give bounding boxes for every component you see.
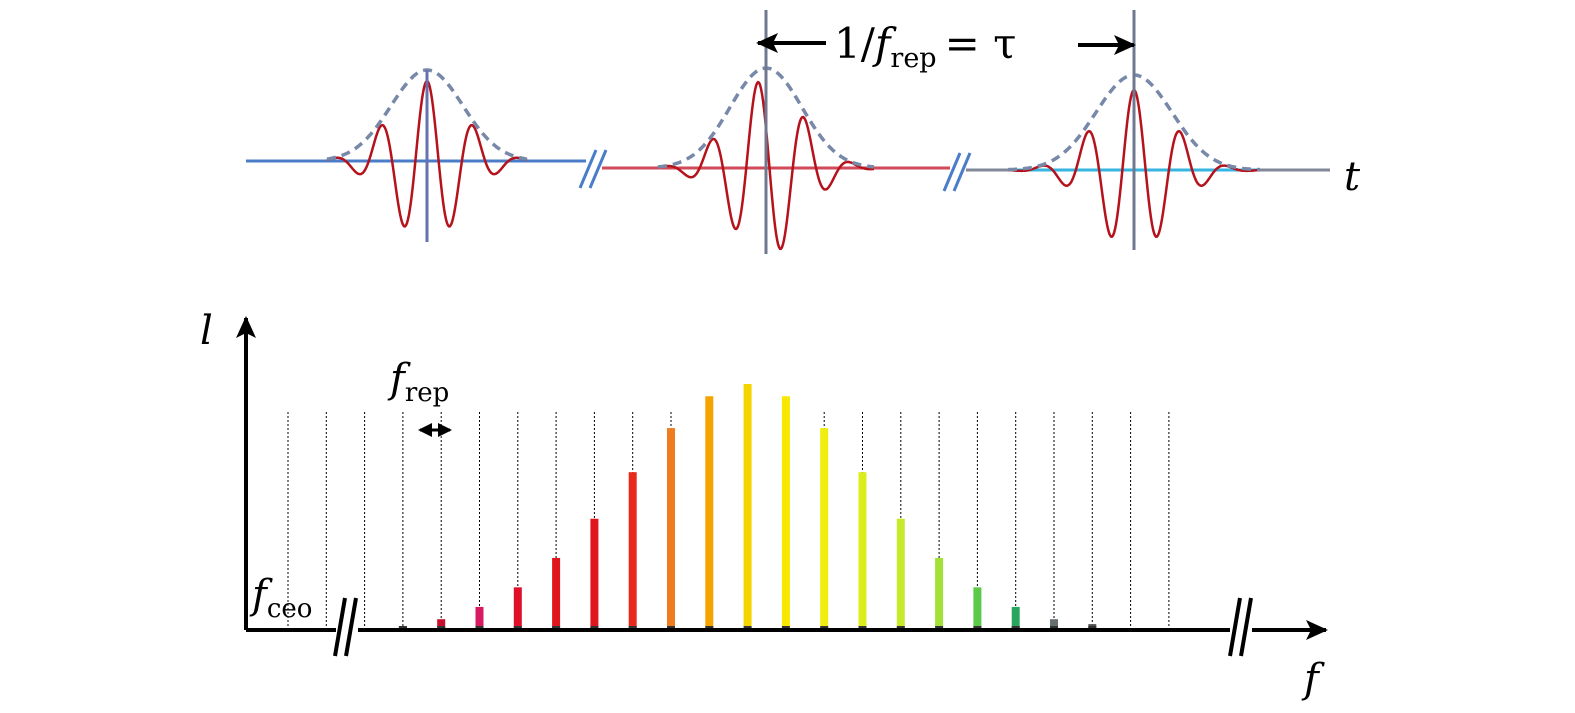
frep-arrowhead-right bbox=[438, 423, 452, 437]
comb-line-base bbox=[475, 626, 484, 629]
comb-line bbox=[437, 619, 446, 629]
comb-line bbox=[513, 587, 522, 629]
comb-line bbox=[475, 606, 484, 629]
time-domain-panel: 1/frep = τ t bbox=[246, 10, 1361, 254]
comb-line-base bbox=[973, 626, 982, 629]
comb-line bbox=[858, 472, 867, 629]
frep-label: frep bbox=[387, 356, 449, 408]
comb-lines bbox=[398, 384, 1097, 629]
comb-line-base bbox=[705, 626, 714, 629]
comb-line-base bbox=[667, 626, 675, 629]
comb-line bbox=[1011, 606, 1020, 629]
frequency-axis-break-left bbox=[333, 597, 358, 657]
time-axis-break-1 bbox=[578, 149, 608, 189]
comb-line bbox=[896, 518, 905, 629]
comb-line-base bbox=[1088, 626, 1097, 629]
intensity-axis-label: l bbox=[200, 308, 213, 354]
comb-line bbox=[667, 428, 675, 629]
comb-line bbox=[590, 518, 599, 629]
comb-line-base bbox=[935, 626, 944, 629]
comb-line bbox=[1050, 619, 1058, 629]
frequency-axis-label: f bbox=[1301, 656, 1325, 702]
frep-arrowhead-left bbox=[418, 423, 432, 437]
spectrum-panel: frep fceo l f bbox=[200, 308, 1328, 702]
comb-line bbox=[973, 587, 982, 629]
comb-line-base bbox=[781, 626, 790, 629]
comb-line-base bbox=[1011, 626, 1020, 629]
comb-line-base bbox=[743, 626, 752, 629]
comb-line-base bbox=[628, 626, 637, 629]
fceo-label: fceo bbox=[249, 572, 312, 624]
comb-line-base bbox=[896, 626, 905, 629]
time-axis-label: t bbox=[1344, 154, 1361, 200]
comb-gridlines bbox=[287, 412, 1170, 629]
pulse-1 bbox=[326, 68, 528, 242]
comb-line-base bbox=[820, 626, 829, 629]
comb-line-base bbox=[398, 626, 407, 629]
comb-line bbox=[935, 557, 944, 629]
time-axis-break-2 bbox=[942, 152, 972, 192]
frequency-axis-break-right bbox=[1228, 597, 1253, 657]
comb-line bbox=[552, 557, 561, 629]
period-label: 1/frep = τ bbox=[834, 19, 1016, 74]
comb-line-base bbox=[1050, 626, 1058, 629]
comb-line-base bbox=[437, 626, 446, 629]
comb-line bbox=[705, 396, 714, 629]
comb-line-base bbox=[552, 626, 561, 629]
comb-line-base bbox=[513, 626, 522, 629]
comb-line bbox=[743, 384, 752, 629]
comb-line bbox=[628, 472, 637, 629]
comb-line bbox=[820, 428, 829, 629]
comb-line-base bbox=[858, 626, 867, 629]
comb-line bbox=[781, 396, 790, 629]
comb-line-base bbox=[590, 626, 599, 629]
